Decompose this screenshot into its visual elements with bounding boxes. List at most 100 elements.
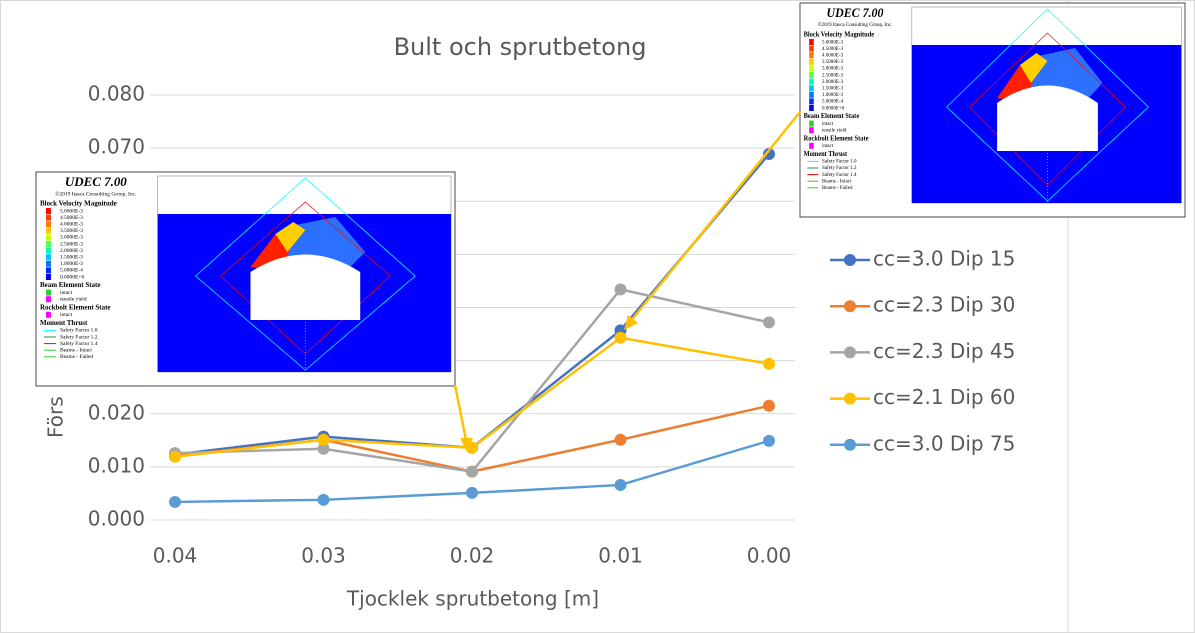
inset-swatch (45, 267, 51, 274)
y-tick-label: 0.070 (88, 135, 145, 159)
x-tick-label: 0.03 (301, 544, 346, 568)
inset-diamond-2 (220, 201, 391, 355)
inset-heading: Beam Element State (40, 281, 100, 289)
chart-title: Bult och sprutbetong (394, 33, 647, 61)
legend-label: cc=2.3 Dip 45 (873, 339, 1015, 363)
arrow (453, 384, 469, 446)
inset-swatch (809, 98, 814, 105)
data-point (466, 486, 478, 499)
insets: UDEC 7.00©2019 Itasca Consulting Group, … (35, 2, 1186, 452)
arrow (629, 111, 801, 323)
inset-heading: Moment Thrust (804, 151, 848, 158)
data-point (169, 450, 181, 463)
inset-swatch (809, 78, 814, 85)
inset-heading: Rockbolt Element State (40, 303, 111, 311)
inset-item: 0.0000E+0 (60, 274, 84, 280)
data-point (317, 442, 330, 455)
inset-item: 5.0000E-3 (60, 208, 83, 214)
data-point (614, 433, 627, 446)
udec-inset: UDEC 7.00©2019 Itasca Consulting Group, … (799, 2, 1186, 218)
arrow-head (624, 315, 638, 330)
legend-label: cc=3.0 Dip 15 (873, 247, 1015, 271)
inset-item: Beams - Failed (60, 354, 93, 360)
udec-inset: UDEC 7.00©2019 Itasca Consulting Group, … (35, 171, 456, 387)
legend: cc=3.0 Dip 15 cc=2.3 Dip 30 cc=2.3 Dip 45 c… (830, 247, 1015, 455)
inset-swatch (809, 65, 814, 72)
inset-item: Beams - Intact (822, 178, 852, 184)
inset-heading: Beam Element State (804, 113, 860, 120)
legend-label: cc=2.3 Dip 30 (873, 293, 1015, 317)
inset-swatch (45, 247, 51, 254)
inset-item: 5.0000E-4 (822, 98, 843, 104)
inset-item: tensile yield (60, 296, 87, 302)
inset-item: Safety Factor 1.0 (60, 327, 98, 334)
data-point (169, 495, 181, 508)
inset-copyright: ©2019 Itasca Consulting Group, Inc. (818, 21, 893, 28)
legend-marker (844, 346, 856, 359)
inset-item: 3.0000E-3 (60, 235, 83, 241)
inset-item: 5.0000E-3 (822, 39, 843, 45)
inset-item: 1.0000E-3 (822, 92, 843, 98)
inset-swatch (45, 289, 51, 296)
inset-item: Safety Factor 1.0 (822, 157, 857, 164)
inset-heading: Moment Thrust (40, 319, 88, 327)
inset-swatch (809, 120, 814, 127)
inset-tunnel (250, 254, 361, 320)
legend-label: cc=3.0 Dip 75 (873, 431, 1015, 455)
inset-swatch (809, 58, 814, 65)
inset-item: 2.5000E-3 (822, 72, 843, 78)
inset-item: intact (822, 143, 834, 149)
legend-marker (844, 254, 856, 266)
x-axis-label: Tjocklek sprutbetong [m] (346, 587, 599, 611)
data-point (317, 493, 330, 506)
inset-swatch (809, 105, 814, 111)
inset-swatch (45, 241, 51, 247)
x-tick-label: 0.01 (598, 544, 643, 568)
data-point (614, 478, 627, 491)
inset-item: 4.5000E-3 (60, 215, 83, 221)
arrow-head (460, 438, 473, 452)
inset-item: 3.0000E-3 (822, 65, 843, 71)
data-point (763, 434, 775, 447)
data-point (763, 316, 775, 329)
inset-heading: Block Velocity Magnitude (804, 31, 874, 38)
inset-item: 0.0000E+0 (822, 105, 845, 111)
x-tick-label: 0.04 (153, 544, 198, 568)
y-tick-label: 0.020 (88, 400, 145, 424)
y-tick-label: 0.000 (88, 507, 145, 531)
inset-item: Safety Factor 1.2 (60, 333, 98, 340)
inset-swatch (809, 85, 814, 92)
inset-item: Safety Factor 1.2 (822, 164, 857, 171)
inset-item: 2.0000E-3 (822, 79, 843, 85)
inset-title: UDEC 7.00 (65, 174, 127, 189)
y-axis-label: Förs (44, 396, 68, 438)
inset-swatch (809, 142, 814, 149)
inset-item: 4.5000E-3 (822, 46, 843, 52)
legend-label: cc=2.1 Dip 60 (873, 385, 1015, 409)
y-tick-label: 0.080 (88, 82, 145, 106)
inset-copyright: ©2019 Itasca Consulting Group, Inc. (55, 190, 137, 197)
data-point (317, 433, 330, 446)
legend-marker (844, 438, 856, 451)
inset-item: Beams - Intact (60, 347, 92, 353)
inset-swatch (45, 234, 51, 241)
inset-swatch (45, 221, 51, 228)
legend-marker (844, 392, 856, 405)
inset-item: 2.5000E-3 (60, 241, 83, 247)
legend-marker (844, 300, 856, 313)
data-point (614, 283, 627, 296)
inset-swatch (809, 45, 814, 52)
inset-item: 4.0000E-3 (60, 221, 83, 227)
inset-item: 5.0000E-4 (60, 268, 83, 274)
inset-swatch (45, 311, 51, 318)
inset-swatch (809, 91, 814, 98)
inset-heading: Rockbolt Element State (804, 135, 869, 142)
inset-item: Safety Factor 1.4 (60, 340, 98, 347)
inset-item: Safety Factor 1.4 (822, 171, 857, 178)
inset-swatch (809, 39, 814, 45)
inset-swatch (45, 260, 51, 267)
inset-swatch (45, 227, 51, 234)
x-tick-label: 0.00 (747, 544, 792, 568)
inset-item: tensile yield (822, 127, 847, 133)
